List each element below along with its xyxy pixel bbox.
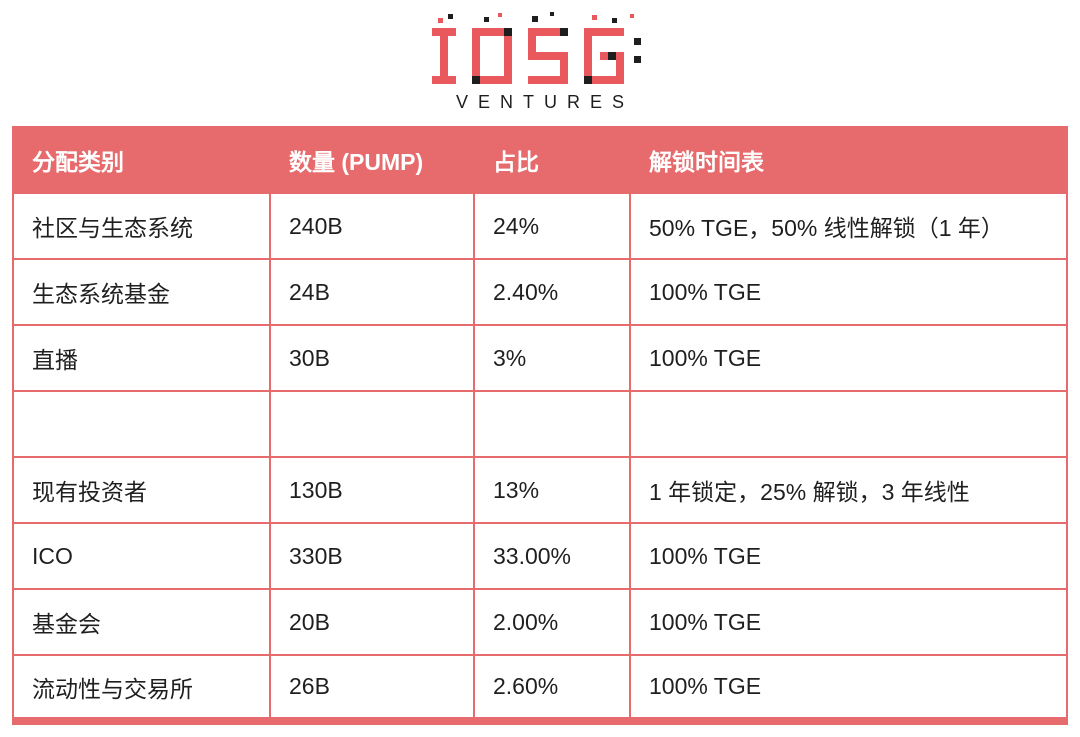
- cell-share: 2.60%: [473, 654, 631, 722]
- cell-unlock: [629, 390, 1068, 458]
- cell-share: 3%: [473, 324, 631, 392]
- cell-category: 基金会: [12, 588, 271, 656]
- cell-share: 2.40%: [473, 258, 631, 326]
- cell-amount: [269, 390, 475, 458]
- cell-unlock: 100% TGE: [629, 324, 1068, 392]
- col-header-share: 占比: [473, 126, 631, 194]
- table-row: 流动性与交易所 26B 2.60% 100% TGE: [12, 654, 1068, 722]
- col-header-category: 分配类别: [12, 126, 271, 194]
- cell-unlock: 1 年锁定，25% 解锁，3 年线性: [629, 456, 1068, 524]
- allocation-table: 分配类别 数量 (PUMP) 占比 解锁时间表 社区与生态系统 240B 24%…: [12, 126, 1068, 725]
- cell-category: 现有投资者: [12, 456, 271, 524]
- table-header-row: 分配类别 数量 (PUMP) 占比 解锁时间表: [12, 126, 1068, 194]
- table-row: 基金会 20B 2.00% 100% TGE: [12, 588, 1068, 656]
- table-row: 生态系统基金 24B 2.40% 100% TGE: [12, 258, 1068, 326]
- table-row: 现有投资者 130B 13% 1 年锁定，25% 解锁，3 年线性: [12, 456, 1068, 524]
- cell-category: 生态系统基金: [12, 258, 271, 326]
- cell-amount: 240B: [269, 192, 475, 260]
- table-row-empty: [12, 390, 1068, 458]
- cell-unlock: 50% TGE，50% 线性解锁（1 年）: [629, 192, 1068, 260]
- cell-share: [473, 390, 631, 458]
- table-row: 社区与生态系统 240B 24% 50% TGE，50% 线性解锁（1 年）: [12, 192, 1068, 260]
- cell-amount: 30B: [269, 324, 475, 392]
- cell-amount: 26B: [269, 654, 475, 722]
- logo: VENTURES: [0, 0, 1080, 113]
- cell-unlock: 100% TGE: [629, 588, 1068, 656]
- cell-share: 33.00%: [473, 522, 631, 590]
- cell-category: 流动性与交易所: [12, 654, 271, 722]
- iosg-logo-icon: [432, 12, 648, 86]
- cell-category: 直播: [12, 324, 271, 392]
- cell-unlock: 100% TGE: [629, 258, 1068, 326]
- cell-share: 13%: [473, 456, 631, 524]
- cell-category: [12, 390, 271, 458]
- table-row: ICO 330B 33.00% 100% TGE: [12, 522, 1068, 590]
- cell-amount: 330B: [269, 522, 475, 590]
- col-header-amount: 数量 (PUMP): [269, 126, 475, 194]
- cell-amount: 24B: [269, 258, 475, 326]
- cell-category: ICO: [12, 522, 271, 590]
- cell-share: 2.00%: [473, 588, 631, 656]
- cell-category: 社区与生态系统: [12, 192, 271, 260]
- cell-unlock: 100% TGE: [629, 522, 1068, 590]
- col-header-unlock: 解锁时间表: [629, 126, 1068, 194]
- cell-unlock: 100% TGE: [629, 654, 1068, 722]
- cell-amount: 20B: [269, 588, 475, 656]
- cell-share: 24%: [473, 192, 631, 260]
- logo-subtitle: VENTURES: [455, 92, 634, 112]
- cell-amount: 130B: [269, 456, 475, 524]
- table-row: 直播 30B 3% 100% TGE: [12, 324, 1068, 392]
